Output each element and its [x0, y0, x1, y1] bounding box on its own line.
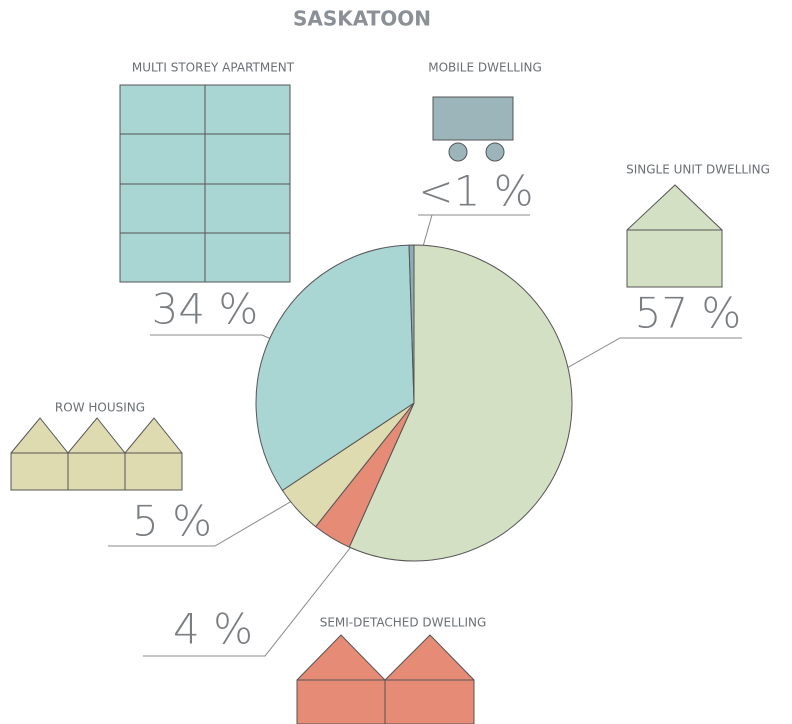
category-label: ROW HOUSING [55, 401, 145, 415]
value-label: <1 % [418, 167, 533, 216]
row-icon [10, 417, 183, 491]
leader-line [143, 509, 381, 657]
pie-slice [348, 244, 573, 562]
apartment-grid [120, 85, 290, 282]
wheel [448, 142, 468, 162]
value-label: 4 % [173, 605, 253, 654]
semi-icon [296, 634, 475, 724]
value-label: 34 % [152, 285, 259, 334]
single-icon [626, 184, 723, 288]
category-label: SINGLE UNIT DWELLING [626, 163, 770, 177]
pie-slice [408, 244, 415, 404]
icons [10, 84, 723, 724]
category-label: MOBILE DWELLING [428, 61, 542, 75]
category-label: SEMI-DETACHED DWELLING [320, 616, 487, 630]
mobile-icon [432, 96, 514, 141]
value-label: 5 % [132, 497, 212, 546]
category-label: MULTI STOREY APARTMENT [132, 61, 295, 75]
chart-title: SASKATOON [293, 7, 431, 31]
wheel [485, 142, 505, 162]
pie-slice [255, 244, 415, 492]
value-label: 57 % [635, 289, 742, 338]
